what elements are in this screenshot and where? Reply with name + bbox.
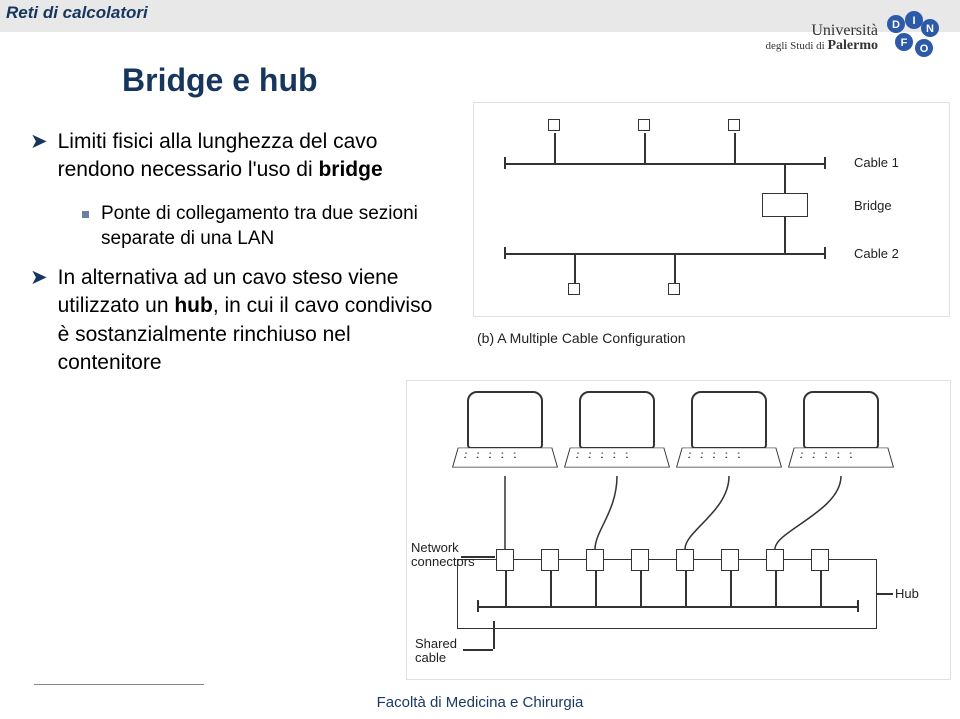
university-logo: Università degli Studi di Palermo D I N … xyxy=(765,10,940,66)
label-hub: Hub xyxy=(895,586,919,601)
diagram-bridge: Cable 1 Bridge Cable 2 xyxy=(473,102,950,317)
footer-text: Facoltà di Medicina e Chirurgia xyxy=(0,694,960,711)
university-name: Università degli Studi di Palermo xyxy=(765,23,878,53)
diagram-b-caption: (b) A Multiple Cable Configuration xyxy=(477,330,686,346)
bullet-list: ➤Limiti fisici alla lunghezza del cavo r… xyxy=(30,128,435,393)
label-cable2: Cable 2 xyxy=(854,246,899,261)
svg-text:I: I xyxy=(912,15,915,27)
bullet-level2: Ponte di collegamento tra due sezioni se… xyxy=(82,201,435,252)
label-cable1: Cable 1 xyxy=(854,155,899,170)
label-shared-cable: Sharedcable xyxy=(415,637,475,666)
course-title: Reti di calcolatori xyxy=(6,3,148,22)
svg-text:O: O xyxy=(920,43,929,55)
bullet-level1: ➤Limiti fisici alla lunghezza del cavo r… xyxy=(30,128,435,185)
bullet-level1: ➤In alternativa ad un cavo steso viene u… xyxy=(30,264,435,377)
uni-line1: Università xyxy=(765,23,878,39)
dinfo-logo: D I N F O xyxy=(884,10,940,66)
diagram-hub: • • • • •• • • • • • • • • •• • • • • • … xyxy=(406,380,951,680)
svg-text:N: N xyxy=(926,23,934,35)
uni-line2: degli Studi di Palermo xyxy=(765,39,878,53)
footer-rule xyxy=(34,684,204,685)
svg-text:D: D xyxy=(892,19,900,31)
svg-text:F: F xyxy=(901,37,908,49)
slide-title: Bridge e hub xyxy=(122,62,318,99)
label-bridge: Bridge xyxy=(854,198,892,213)
